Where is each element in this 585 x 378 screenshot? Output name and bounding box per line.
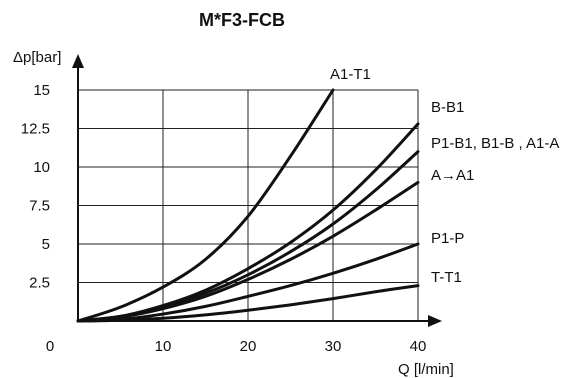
plot-area: [72, 54, 442, 327]
series-lines: [76, 88, 420, 323]
y-tick-label: 2.5: [29, 275, 50, 292]
series-line-0: [76, 88, 335, 323]
series-label-2: P1-B1, B1-B , A1-A: [431, 135, 559, 152]
x-tick-label: 0: [46, 338, 54, 355]
plot-grid: [78, 89, 419, 321]
series-line-5: [76, 284, 420, 323]
y-tick-label: 7.5: [29, 198, 50, 215]
y-tick-label: 5: [42, 236, 50, 253]
y-tick-label: 15: [33, 82, 50, 99]
series-label-4: P1-P: [431, 230, 464, 247]
chart-title: M*F3-FCB: [199, 10, 285, 30]
series-line-4: [76, 242, 420, 323]
series-label-3: A→A1: [431, 167, 474, 184]
series-line-3: [76, 180, 420, 323]
y-tick-label: 10: [33, 159, 50, 176]
series-label-0: A1-T1: [330, 66, 371, 83]
x-tick-label: 20: [240, 338, 257, 355]
x-tick-label: 10: [155, 338, 172, 355]
axis-ticks: 0 10 20 30 40 2.5 5 7.5 10 12.5 15: [21, 82, 427, 355]
x-tick-label: 30: [325, 338, 342, 355]
series-label-1: B-B1: [431, 99, 464, 116]
series-label-5: T-T1: [431, 269, 462, 286]
x-axis-arrow-icon: [428, 315, 442, 327]
y-axis-arrow-icon: [72, 54, 84, 68]
legend-labels: A1-T1 B-B1 P1-B1, B1-B , A1-A A→A1 P1-P T-T1: [330, 66, 559, 286]
y-tick-label: 12.5: [21, 121, 50, 138]
x-tick-label: 40: [410, 338, 427, 355]
y-axis-label: Δp[bar]: [13, 49, 61, 66]
x-axis-label: Q [l/min]: [398, 361, 454, 378]
